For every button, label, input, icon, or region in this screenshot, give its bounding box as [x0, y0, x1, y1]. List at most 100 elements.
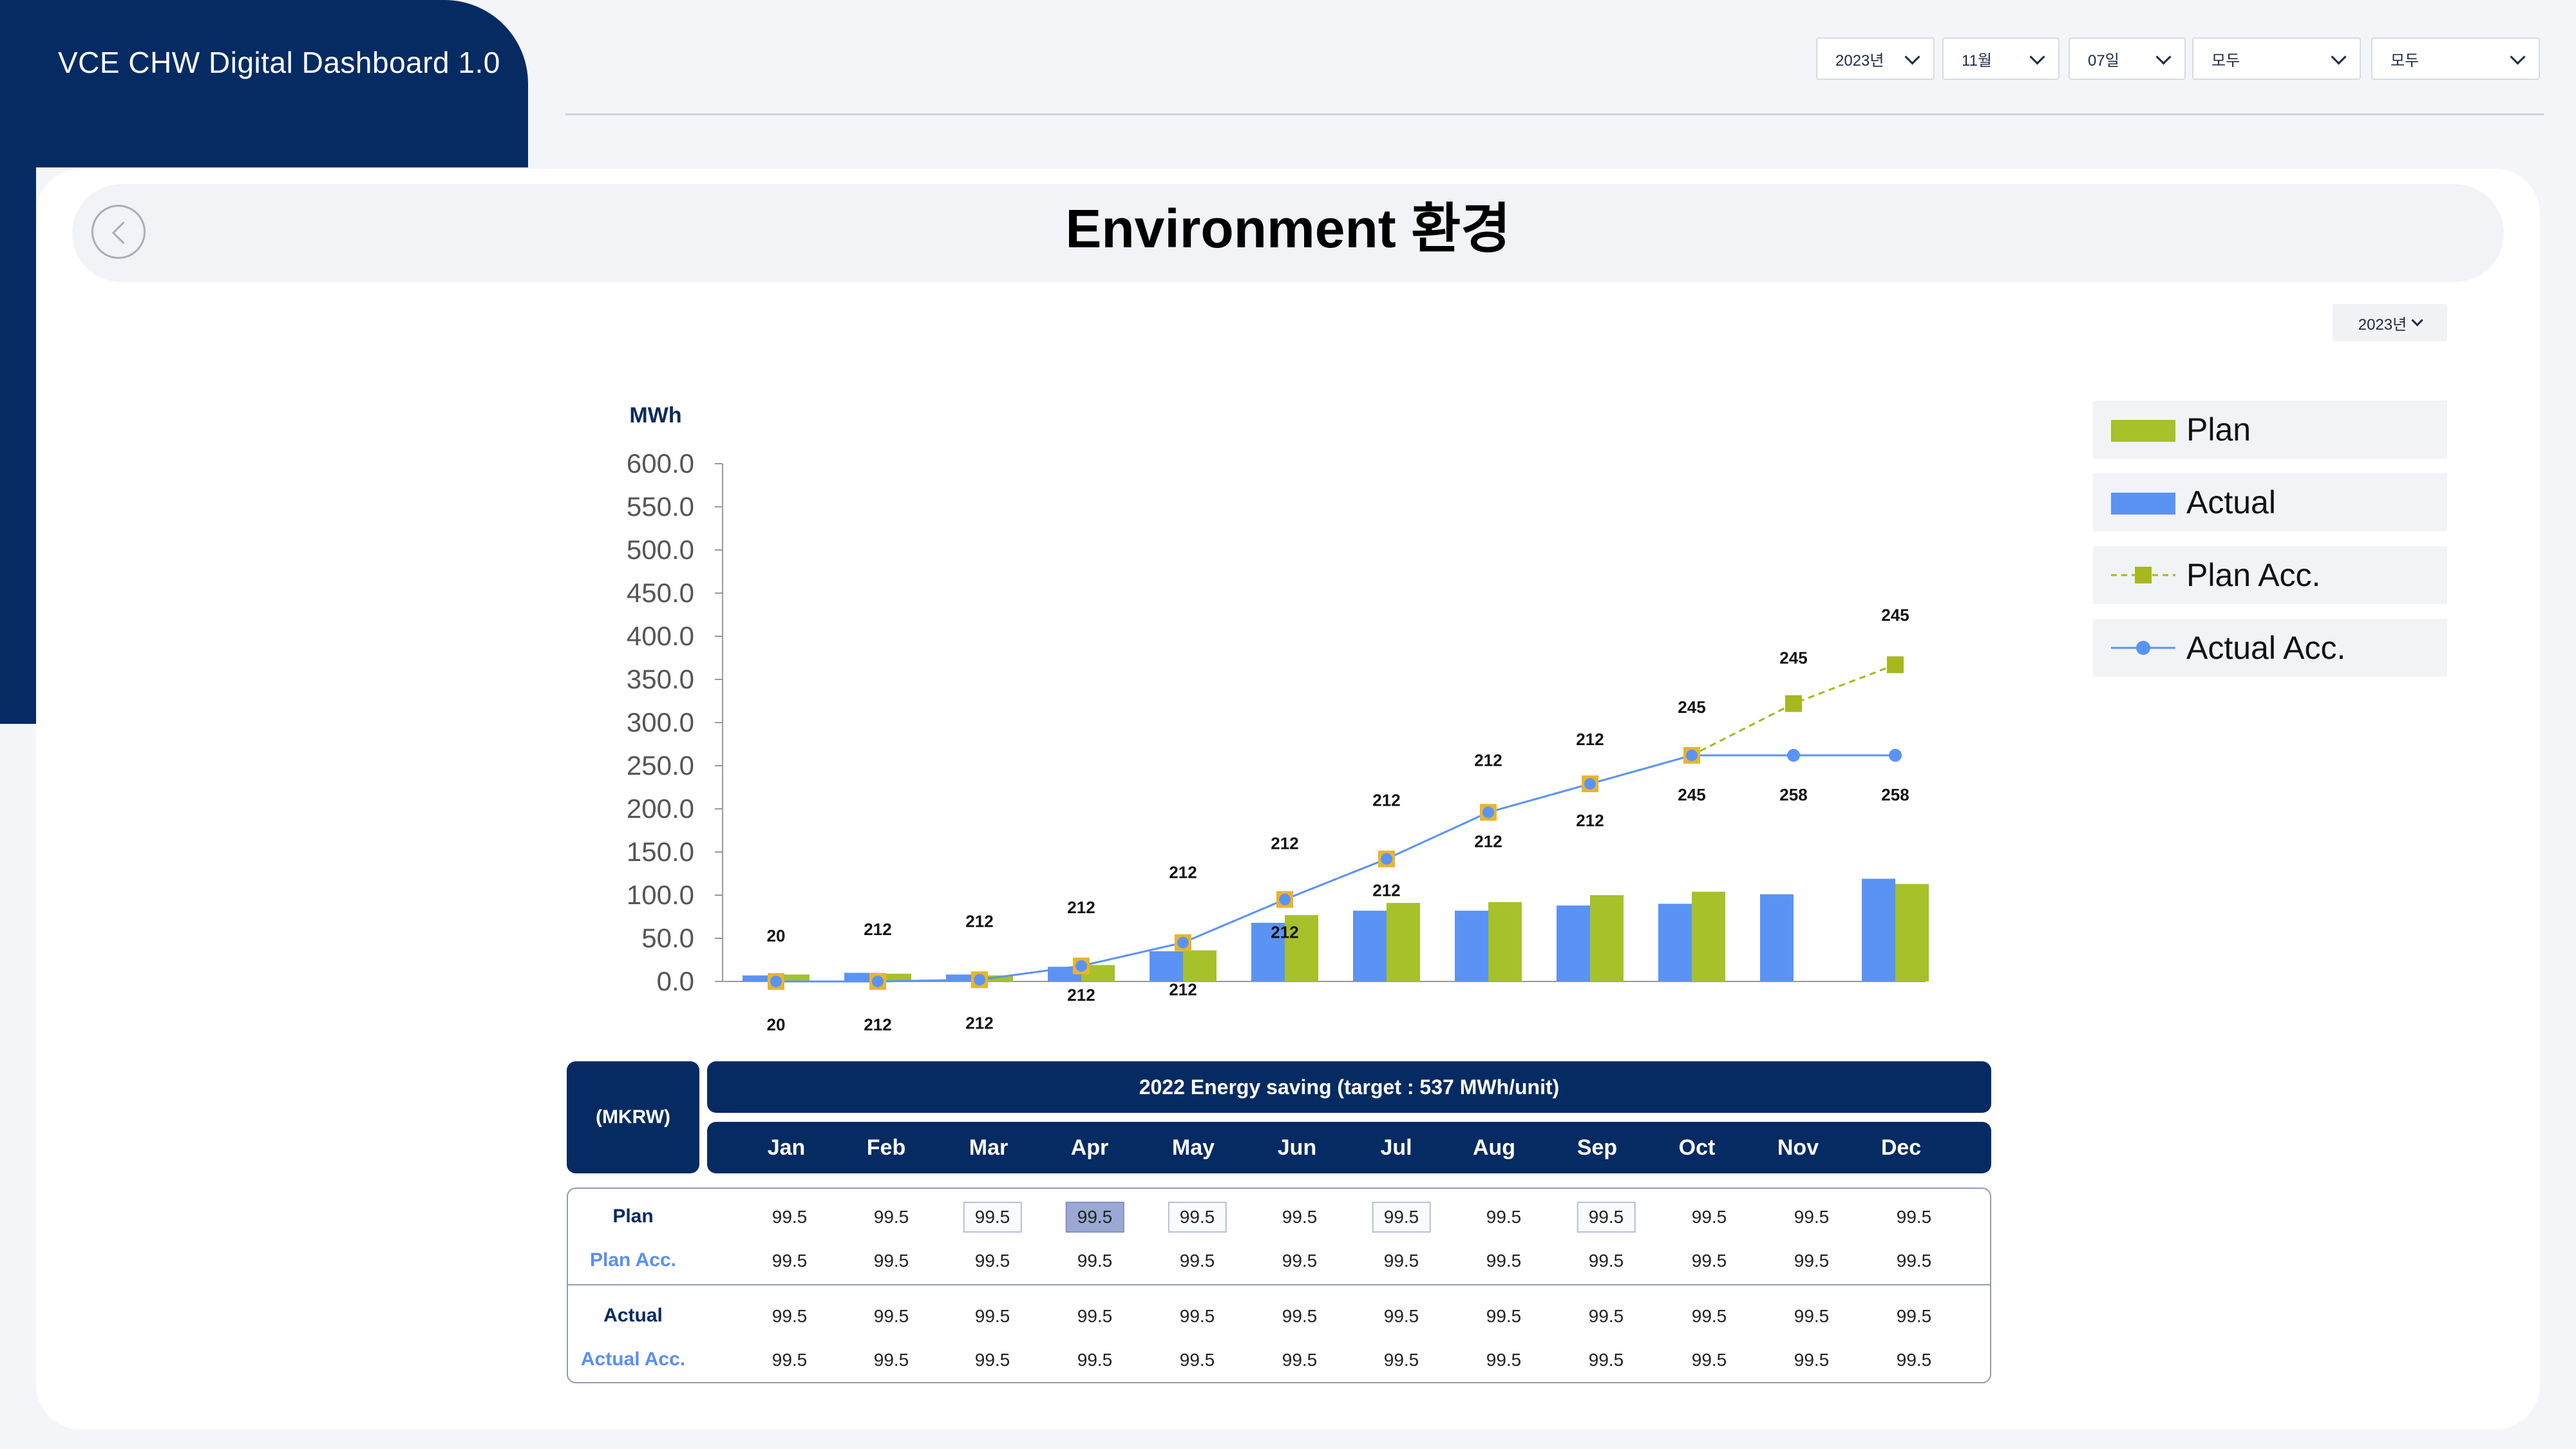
table-cell: 99.5	[1896, 1207, 1932, 1227]
table-cell: 99.5	[1179, 1251, 1215, 1271]
table-unit-cell: (MKRW)	[567, 1061, 699, 1173]
data-label-lower: 258	[1779, 785, 1807, 804]
plan-bar	[1895, 884, 1929, 981]
month-header-sep: Sep	[1577, 1135, 1618, 1160]
chart-year-select[interactable]: 2023년	[2333, 304, 2447, 341]
table-cell: 99.5	[1691, 1306, 1727, 1326]
data-label-upper: 212	[965, 911, 993, 931]
table-cell[interactable]: 99.5	[1168, 1202, 1227, 1233]
month-header-apr: Apr	[1070, 1135, 1109, 1160]
table-month-header: Jan Feb Mar Apr May Jun Jul Aug Sep Oct Nov Dec	[707, 1122, 1991, 1173]
title-bar	[72, 184, 2504, 282]
header-divider	[565, 113, 2544, 115]
data-label-upper: 212	[1169, 863, 1197, 882]
chevron-left-icon	[111, 221, 135, 245]
table-cell: 99.5	[873, 1306, 909, 1326]
table-cell[interactable]: 99.5	[963, 1202, 1022, 1233]
table-cell: 99.5	[1896, 1350, 1932, 1370]
actual-bar	[1557, 905, 1590, 981]
data-label-lower: 212	[1372, 881, 1400, 900]
table-cell[interactable]: 99.5	[1065, 1202, 1124, 1233]
month-header-jul: Jul	[1380, 1135, 1412, 1160]
month-header-nov: Nov	[1777, 1135, 1819, 1160]
year-filter-select[interactable]: 2023년	[1816, 37, 1935, 80]
table-cell: 99.5	[1794, 1306, 1830, 1326]
table-cell: 99.5	[1383, 1306, 1419, 1326]
table-cell: 99.5	[1486, 1251, 1522, 1271]
table-cell: 99.5	[873, 1207, 909, 1227]
actual-bar	[1455, 911, 1488, 981]
actual-bar	[1658, 904, 1692, 981]
row-label-plan: Plan	[612, 1206, 654, 1227]
table-cell: 99.5	[1179, 1350, 1215, 1370]
month-filter-value: 11월	[1962, 52, 1992, 70]
plan-acc-marker	[1887, 656, 1904, 674]
data-label-upper: 245	[1881, 605, 1909, 625]
y-tick-label: 350.0	[627, 664, 694, 694]
table-cell: 99.5	[1691, 1350, 1727, 1370]
table-cell: 99.5	[772, 1207, 808, 1227]
table-cell: 99.5	[1486, 1350, 1522, 1370]
table-cell[interactable]: 99.5	[1372, 1202, 1431, 1233]
legend-plan[interactable]: Plan	[2093, 401, 2447, 459]
legend-plan-acc[interactable]: Plan Acc.	[2093, 546, 2447, 604]
day-filter-value: 07일	[2088, 52, 2119, 70]
row-label-actual: Actual	[603, 1305, 663, 1326]
y-tick-label: 500.0	[627, 535, 694, 565]
legend-actual-acc[interactable]: Actual Acc.	[2093, 619, 2447, 677]
table-cell: 99.5	[873, 1251, 909, 1271]
actual-acc-marker	[974, 974, 985, 986]
actual-bar	[1150, 951, 1183, 981]
y-axis-label: MWh	[629, 403, 681, 428]
data-label-lower: 212	[1067, 985, 1095, 1005]
actual-acc-marker	[1381, 853, 1392, 865]
y-tick-label: 50.0	[641, 923, 694, 953]
data-label-lower: 212	[965, 1013, 993, 1032]
table-cell: 99.5	[1588, 1306, 1624, 1326]
y-tick-label: 300.0	[627, 707, 694, 737]
actual-bar	[1760, 894, 1794, 981]
table-cell: 99.5	[1588, 1251, 1624, 1271]
y-tick-label: 0.0	[657, 966, 694, 996]
data-label-upper: 245	[1779, 649, 1807, 668]
category-filter-select[interactable]: 모두	[2192, 37, 2361, 80]
table-cell: 99.5	[1896, 1251, 1932, 1271]
row-label-plan-acc: Plan Acc.	[590, 1249, 676, 1271]
data-label-lower: 212	[1576, 811, 1604, 830]
month-header-dec: Dec	[1880, 1135, 1922, 1160]
row-label-actual-acc: Actual Acc.	[580, 1349, 686, 1370]
table-cell: 99.5	[1486, 1306, 1522, 1326]
data-label-upper: 20	[767, 926, 786, 945]
plan-bar	[1692, 891, 1725, 981]
data-label-upper: 245	[1678, 697, 1705, 717]
actual-bar	[946, 974, 980, 981]
day-filter-select[interactable]: 07일	[2069, 37, 2186, 80]
data-label-upper: 212	[1372, 791, 1400, 810]
table-cell: 99.5	[1179, 1306, 1215, 1326]
chevron-down-icon	[2331, 49, 2347, 65]
data-label-lower: 212	[1474, 831, 1502, 851]
data-label-lower: 212	[1271, 923, 1298, 942]
month-header-jun: Jun	[1277, 1135, 1317, 1160]
legend-actual-acc-swatch	[2111, 641, 2175, 655]
table-cell: 99.5	[1794, 1251, 1830, 1271]
legend-actual[interactable]: Actual	[2093, 473, 2447, 531]
unit-filter-select[interactable]: 모두	[2371, 37, 2540, 80]
chevron-down-icon	[2411, 314, 2423, 327]
y-tick-label: 200.0	[627, 793, 694, 824]
y-tick-label: 450.0	[627, 578, 694, 608]
table-title: 2022 Energy saving (target : 537 MWh/uni…	[707, 1061, 1991, 1113]
chevron-down-icon	[1904, 49, 1920, 65]
actual-acc-marker	[1177, 936, 1189, 949]
unit-filter-value: 모두	[2391, 52, 2420, 70]
plan-bar	[1387, 903, 1420, 981]
month-filter-select[interactable]: 11월	[1942, 37, 2060, 80]
plan-acc-line	[776, 663, 1896, 983]
month-header-may: May	[1171, 1135, 1215, 1160]
table-cell[interactable]: 99.5	[1577, 1202, 1636, 1233]
table-cell: 99.5	[1896, 1306, 1932, 1326]
back-button[interactable]	[91, 205, 146, 259]
page-title: Environment 환경	[1065, 198, 1511, 259]
y-tick-label: 100.0	[627, 880, 694, 910]
chevron-down-icon	[2155, 49, 2172, 65]
